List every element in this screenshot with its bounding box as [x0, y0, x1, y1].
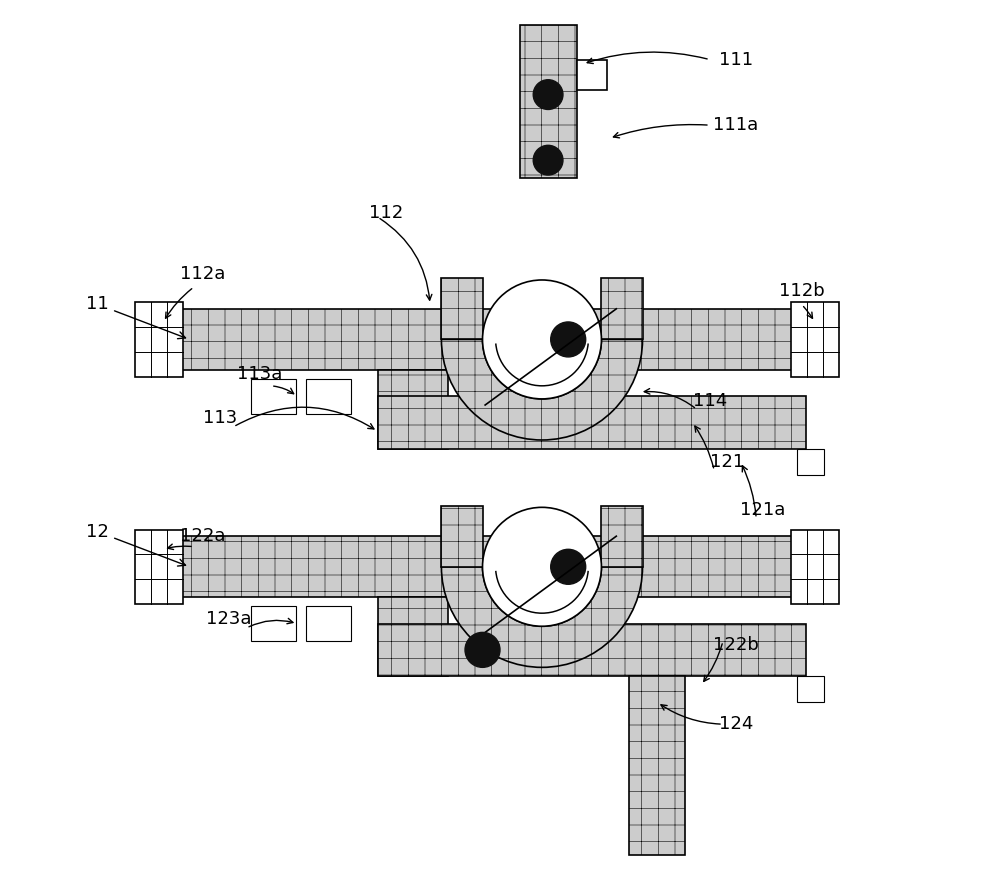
Text: 121: 121 [710, 453, 744, 471]
Text: 122a: 122a [180, 527, 225, 546]
Bar [441, 506, 483, 567]
Bar [629, 676, 685, 855]
Bar [601, 278, 643, 340]
Bar [441, 278, 483, 340]
Bar [797, 449, 824, 475]
Text: 12: 12 [86, 523, 186, 566]
Wedge shape [441, 340, 643, 440]
Bar [306, 378, 351, 414]
Text: 123a: 123a [206, 610, 252, 628]
Bar [378, 396, 806, 449]
Bar [378, 624, 806, 676]
Text: 113a: 113a [237, 365, 282, 384]
Bar [378, 370, 448, 449]
Text: 111: 111 [719, 51, 753, 69]
Text: 114: 114 [693, 392, 727, 410]
Text: 11: 11 [86, 296, 186, 339]
Text: 112b: 112b [779, 282, 825, 300]
Text: 121a: 121a [740, 501, 785, 519]
Bar [155, 536, 824, 598]
Bar [135, 530, 183, 604]
Wedge shape [441, 567, 643, 667]
Bar [251, 378, 296, 414]
Bar [520, 25, 577, 178]
Circle shape [551, 322, 586, 357]
Bar [797, 676, 824, 702]
Circle shape [483, 508, 601, 627]
Circle shape [533, 145, 563, 175]
Bar [155, 309, 824, 370]
Bar [306, 606, 351, 642]
Bar [577, 60, 607, 91]
Text: 111a: 111a [713, 116, 759, 134]
Text: 124: 124 [719, 715, 753, 733]
Bar [135, 302, 183, 377]
Bar [791, 530, 839, 604]
Circle shape [483, 280, 601, 399]
Bar [251, 606, 296, 642]
Bar [791, 302, 839, 377]
Text: 113: 113 [203, 409, 237, 427]
Text: 112a: 112a [180, 265, 225, 282]
Bar [601, 506, 643, 567]
Circle shape [551, 549, 586, 584]
Circle shape [533, 80, 563, 109]
Text: 112: 112 [369, 203, 403, 222]
Circle shape [465, 633, 500, 667]
Bar [378, 598, 448, 676]
Text: 122b: 122b [713, 636, 759, 655]
